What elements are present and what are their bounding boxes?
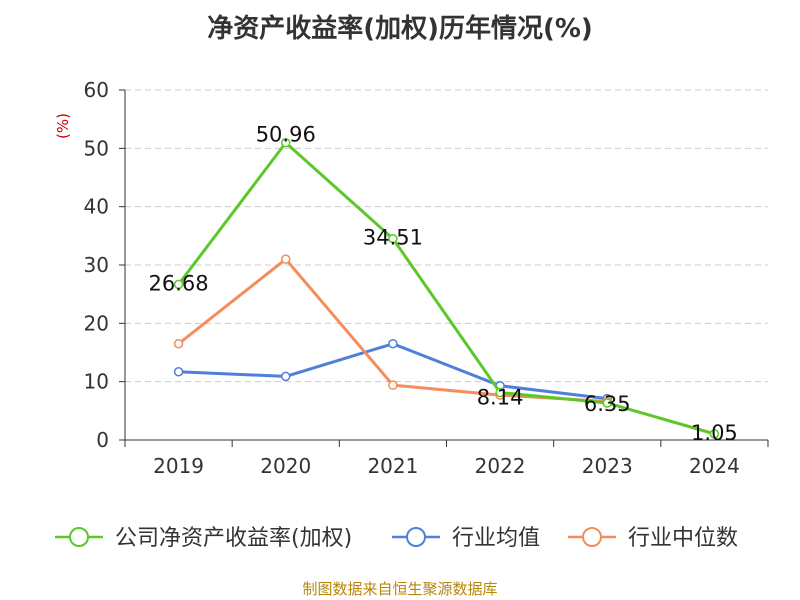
legend-label: 公司净资产收益率(加权): [115, 526, 352, 551]
data-point: [281, 137, 291, 148]
data-point: [173, 367, 184, 377]
y-tick-label: 40: [84, 195, 109, 219]
x-tick-label: 2021: [367, 454, 418, 478]
axes: 0 10 20 30 40 50 60 (%) 2019 2020 2021 2022 2023 2024: [54, 78, 769, 478]
data-point: [388, 380, 398, 390]
data-label: 8.14: [477, 386, 524, 410]
chart-title: 净资产收益率(加权)历年情况(%): [207, 14, 593, 44]
data-point: [602, 398, 612, 408]
legend-swatch-marker: [69, 527, 89, 547]
y-axis-label: (%): [54, 113, 72, 139]
data-label: 50.96: [256, 123, 316, 147]
legend: 公司净资产收益率(加权) 行业均值 行业中位数: [55, 526, 738, 551]
grid-lines: [125, 89, 768, 383]
data-labels-layer: 26.68 50.96 34.51 8.14 6.35 1.05: [149, 123, 738, 445]
x-tick-label: 2019: [153, 454, 204, 478]
data-point: [281, 254, 291, 264]
data-point: [388, 233, 398, 244]
data-label: 1.05: [691, 421, 738, 445]
legend-label: 行业均值: [452, 526, 540, 551]
data-label: 26.68: [149, 271, 209, 295]
series-line: [177, 257, 608, 403]
y-tick-label: 60: [84, 78, 109, 102]
series-line: [177, 141, 715, 436]
x-tick-label: 2023: [582, 454, 633, 478]
y-tick-label: 20: [84, 311, 109, 335]
legend-label: 行业中位数: [628, 526, 738, 551]
y-tick-label: 0: [96, 428, 109, 452]
data-point: [173, 339, 184, 349]
series-line: [178, 342, 608, 401]
legend-swatch-marker: [406, 527, 426, 547]
x-tick-label: 2020: [260, 454, 311, 478]
series-layer: [173, 137, 720, 439]
y-tick-label: 50: [84, 136, 109, 160]
y-tick-label: 10: [84, 370, 109, 394]
y-tick-label: 30: [84, 253, 109, 277]
data-point: [173, 279, 184, 290]
data-point: [281, 371, 291, 382]
x-tick-label: 2022: [475, 454, 526, 478]
data-point: [495, 387, 505, 398]
data-label: 6.35: [584, 392, 631, 416]
data-point: [388, 339, 398, 349]
data-point: [709, 429, 720, 439]
legend-swatch-marker: [582, 527, 602, 547]
source-note: 制图数据来自恒生聚源数据库: [302, 580, 498, 598]
data-label: 34.51: [363, 226, 423, 250]
x-tick-label: 2024: [689, 454, 740, 478]
